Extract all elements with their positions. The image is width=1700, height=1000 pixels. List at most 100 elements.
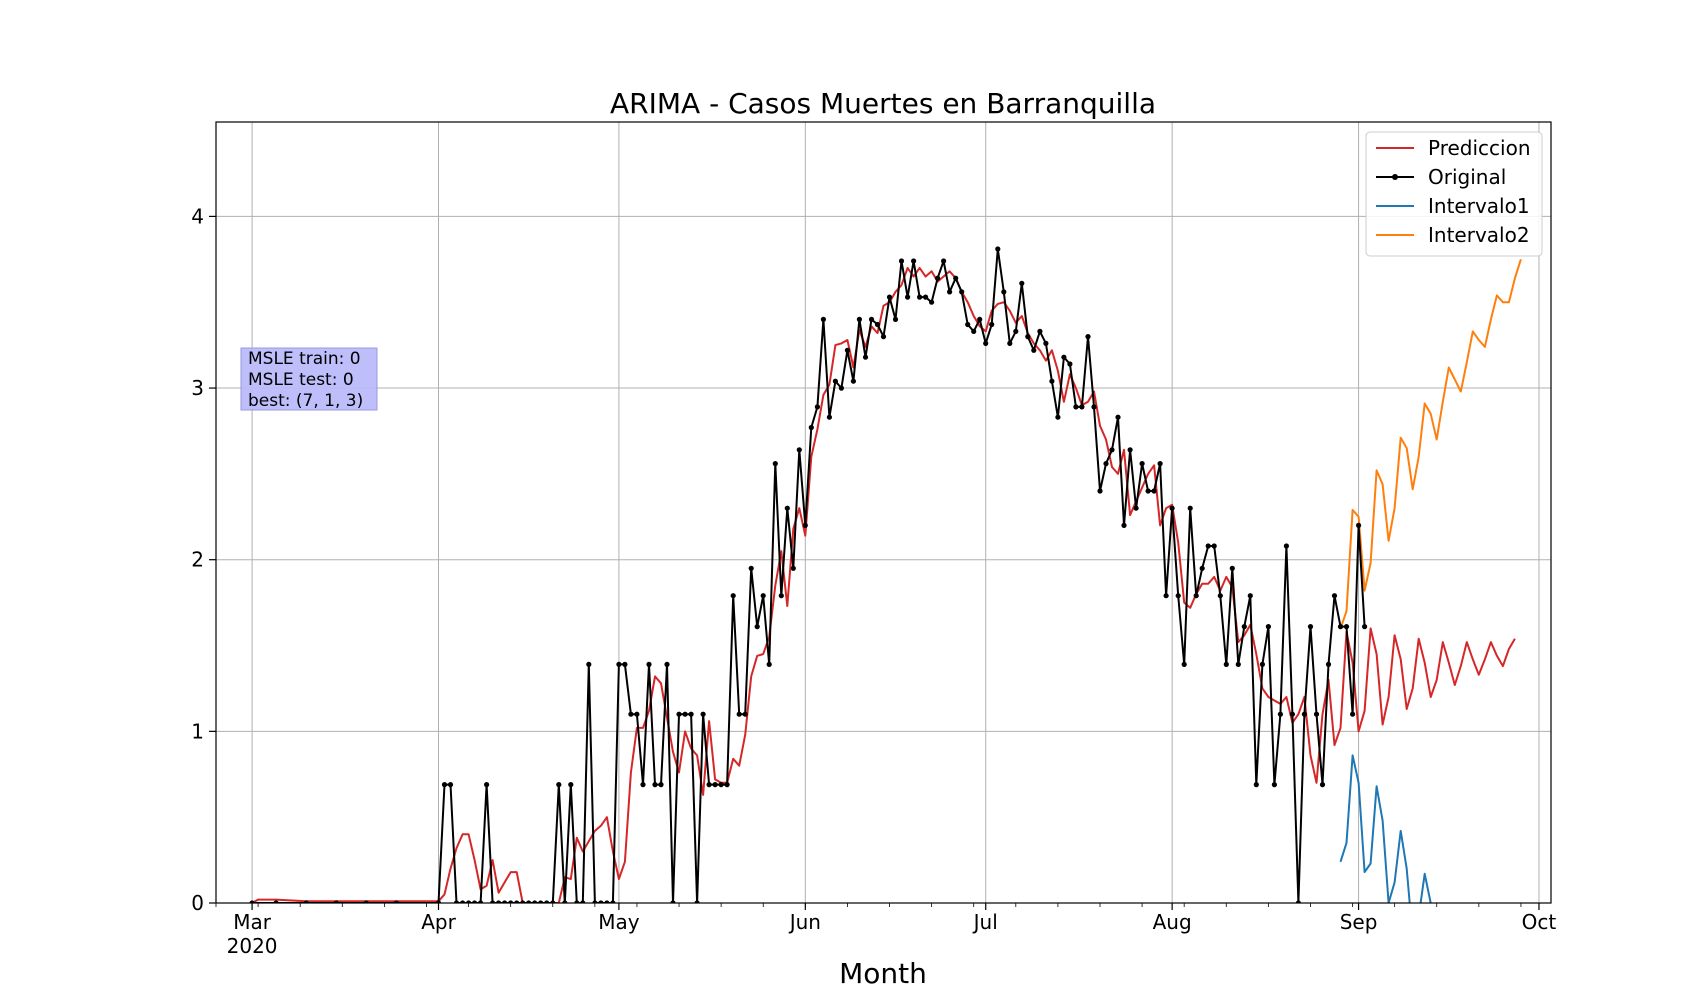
data-point-original — [1223, 661, 1229, 668]
data-point-original — [1097, 488, 1103, 494]
data-point-original — [664, 661, 670, 668]
data-point-original — [393, 900, 399, 903]
data-point-original — [814, 404, 821, 410]
data-point-original — [670, 900, 676, 903]
data-point-original — [941, 258, 947, 264]
plot-frame — [215, 121, 1552, 904]
data-point-original — [490, 900, 496, 903]
data-point-original — [1145, 488, 1151, 494]
data-point-original — [568, 782, 574, 788]
legend-frame — [1365, 131, 1543, 257]
data-point-original — [1259, 661, 1265, 668]
data-point-original — [574, 900, 580, 903]
legend-label-intervalo2: Intervalo2 — [1428, 223, 1530, 247]
data-point-original — [688, 711, 694, 717]
data-point-original — [526, 900, 532, 903]
legend-label-original: Original — [1428, 165, 1506, 189]
x-tick-label: Aug — [1153, 910, 1192, 934]
data-point-original — [826, 414, 833, 420]
data-point-original — [1061, 354, 1067, 360]
data-point-original — [682, 711, 688, 717]
x-tick-label: Oct — [1522, 910, 1557, 934]
data-point-original — [772, 461, 778, 467]
data-point-original — [556, 782, 562, 788]
data-point-original — [508, 900, 514, 903]
y-tick-label: 1 — [191, 719, 204, 743]
data-point-original — [1121, 522, 1127, 529]
data-point-original — [496, 900, 502, 903]
data-point-original — [929, 299, 935, 305]
data-point-original — [850, 378, 857, 384]
data-point-original — [694, 900, 700, 903]
data-point-original — [333, 900, 339, 903]
y-tick-label: 4 — [191, 204, 204, 228]
data-point-original — [1211, 543, 1217, 549]
x-tick-label: May — [598, 910, 640, 934]
data-point-original — [965, 321, 971, 328]
data-point-original — [1350, 711, 1356, 717]
annotation-line-msle-train: MSLE train: 0 — [248, 349, 361, 369]
data-point-original — [832, 378, 839, 384]
data-point-original — [1001, 289, 1007, 295]
data-point-original — [802, 522, 808, 529]
data-point-original — [1037, 328, 1043, 334]
data-point-original — [868, 316, 875, 322]
data-point-original — [1362, 624, 1368, 630]
series-line-intervalo1 — [1339, 754, 1432, 903]
x-tick-label: Mar — [233, 910, 272, 934]
data-point-original — [435, 900, 442, 903]
legend-label-intervalo1: Intervalo1 — [1428, 194, 1530, 218]
data-point-original — [622, 661, 628, 668]
data-point-original — [760, 593, 766, 599]
chart-title: ARIMA - Casos Muertes en Barranquilla — [610, 87, 1156, 120]
legend-marker-original — [1392, 174, 1398, 180]
data-point-original — [700, 711, 706, 717]
data-point-original — [1229, 565, 1235, 571]
data-point-original — [856, 316, 863, 322]
data-point-original — [778, 593, 784, 599]
data-point-original — [971, 328, 977, 334]
series-line-prediccion — [251, 266, 1516, 903]
data-point-original — [1151, 488, 1157, 494]
data-point-original — [1109, 447, 1115, 453]
data-point-original — [586, 661, 592, 668]
data-point-original — [1181, 661, 1187, 668]
data-point-original — [820, 316, 827, 322]
data-point-original — [923, 294, 929, 300]
data-point-original — [1067, 361, 1073, 367]
data-point-original — [1193, 593, 1199, 599]
data-point-original — [796, 447, 802, 453]
data-point-original — [1175, 593, 1181, 599]
data-point-original — [1019, 280, 1025, 286]
data-point-original — [1343, 624, 1350, 630]
data-point-original — [917, 294, 923, 300]
data-point-original — [1055, 414, 1061, 420]
data-point-original — [1253, 782, 1259, 788]
legend: Prediccion Original Intervalo1 Intervalo2 — [1365, 131, 1543, 257]
data-point-original — [953, 275, 959, 281]
data-point-original — [1007, 340, 1013, 346]
data-point-original — [1127, 447, 1133, 453]
data-point-original — [1187, 505, 1193, 511]
data-point-original — [1049, 378, 1055, 384]
data-point-original — [977, 316, 983, 322]
data-point-original — [640, 782, 646, 788]
data-point-original — [598, 900, 604, 903]
data-point-original — [580, 900, 586, 903]
data-point-original — [742, 711, 748, 717]
series-layer — [249, 246, 1522, 903]
data-point-original — [466, 900, 472, 903]
data-point-original — [1079, 404, 1085, 410]
data-point-original — [652, 782, 658, 788]
data-point-original — [1325, 661, 1332, 668]
data-point-original — [1241, 624, 1247, 630]
data-point-original — [790, 565, 796, 571]
data-point-original — [880, 334, 887, 340]
data-point-original — [592, 900, 598, 903]
data-point-original — [1356, 522, 1362, 529]
data-point-original — [874, 321, 881, 328]
x-tick-label: Apr — [421, 910, 456, 934]
data-point-original — [1307, 624, 1314, 630]
